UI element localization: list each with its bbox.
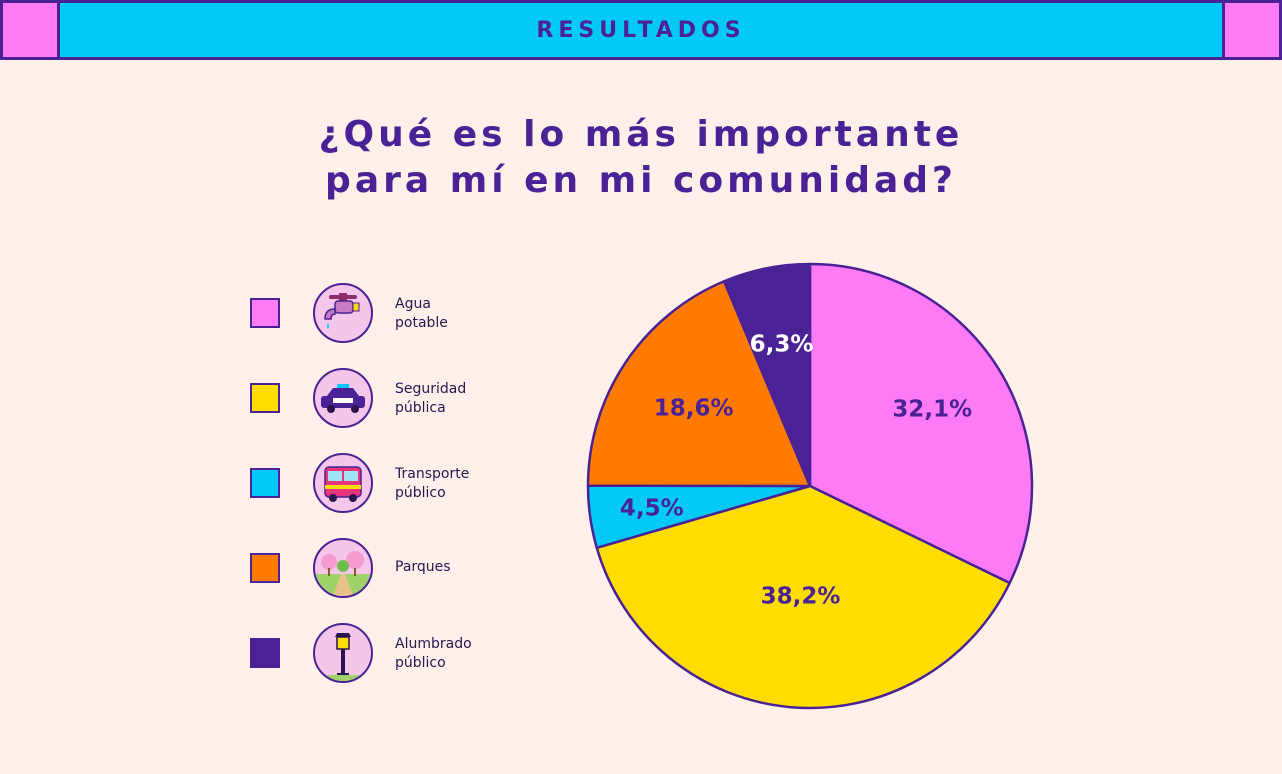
page-title: ¿Qué es lo más importante para mí en mi … [0,112,1282,204]
legend-label-agua: Agua potable [395,296,448,331]
legend: Agua potable Seguridad pública [250,283,570,708]
legend-label-seguridad: Seguridad pública [395,381,467,416]
pie-label-agua: 32,1% [892,396,972,422]
legend-item-transporte: Transporte público [250,453,570,538]
legend-swatch-alumbrado [250,638,280,668]
pie-slice-parques [586,280,812,488]
legend-item-alumbrado: Alumbrado público [250,623,570,708]
legend-swatch-transporte [250,468,280,498]
pie-slice-agua [808,262,1034,585]
pie-label-transporte: 4,5% [620,495,684,521]
pie-label-seguridad: 38,2% [761,584,841,610]
pie-label-alumbrado: 6,3% [750,332,814,358]
pie-label-parques: 18,6% [654,395,734,421]
legend-item-agua: Agua potable [250,283,570,368]
corner-block-right [1222,0,1282,60]
legend-swatch-agua [250,298,280,328]
legend-swatch-parques [250,553,280,583]
pie-slice-seguridad [595,484,1011,710]
pie-slice-alumbrado [722,262,812,488]
legend-swatch-seguridad [250,383,280,413]
faucet-icon [313,283,373,343]
top-bar: RESULTADOS [0,0,1282,60]
header-title: RESULTADOS [536,17,746,43]
header-banner: RESULTADOS [60,0,1222,60]
park-icon [313,538,373,598]
legend-label-transporte: Transporte público [395,466,470,501]
title-line-1: ¿Qué es lo más importante [318,114,964,155]
pie-chart: 32,1% 38,2% 4,5% 18,6% 6,3% [580,256,1040,720]
legend-item-parques: Parques [250,538,570,623]
title-line-2: para mí en mi comunidad? [325,160,957,201]
legend-label-parques: Parques [395,559,451,575]
police-car-icon [313,368,373,428]
legend-label-alumbrado: Alumbrado público [395,636,472,671]
legend-item-seguridad: Seguridad pública [250,368,570,453]
street-lamp-icon [313,623,373,683]
corner-block-left [0,0,60,60]
bus-icon [313,453,373,513]
pie-chart-svg: 32,1% 38,2% 4,5% 18,6% 6,3% [586,262,1034,710]
